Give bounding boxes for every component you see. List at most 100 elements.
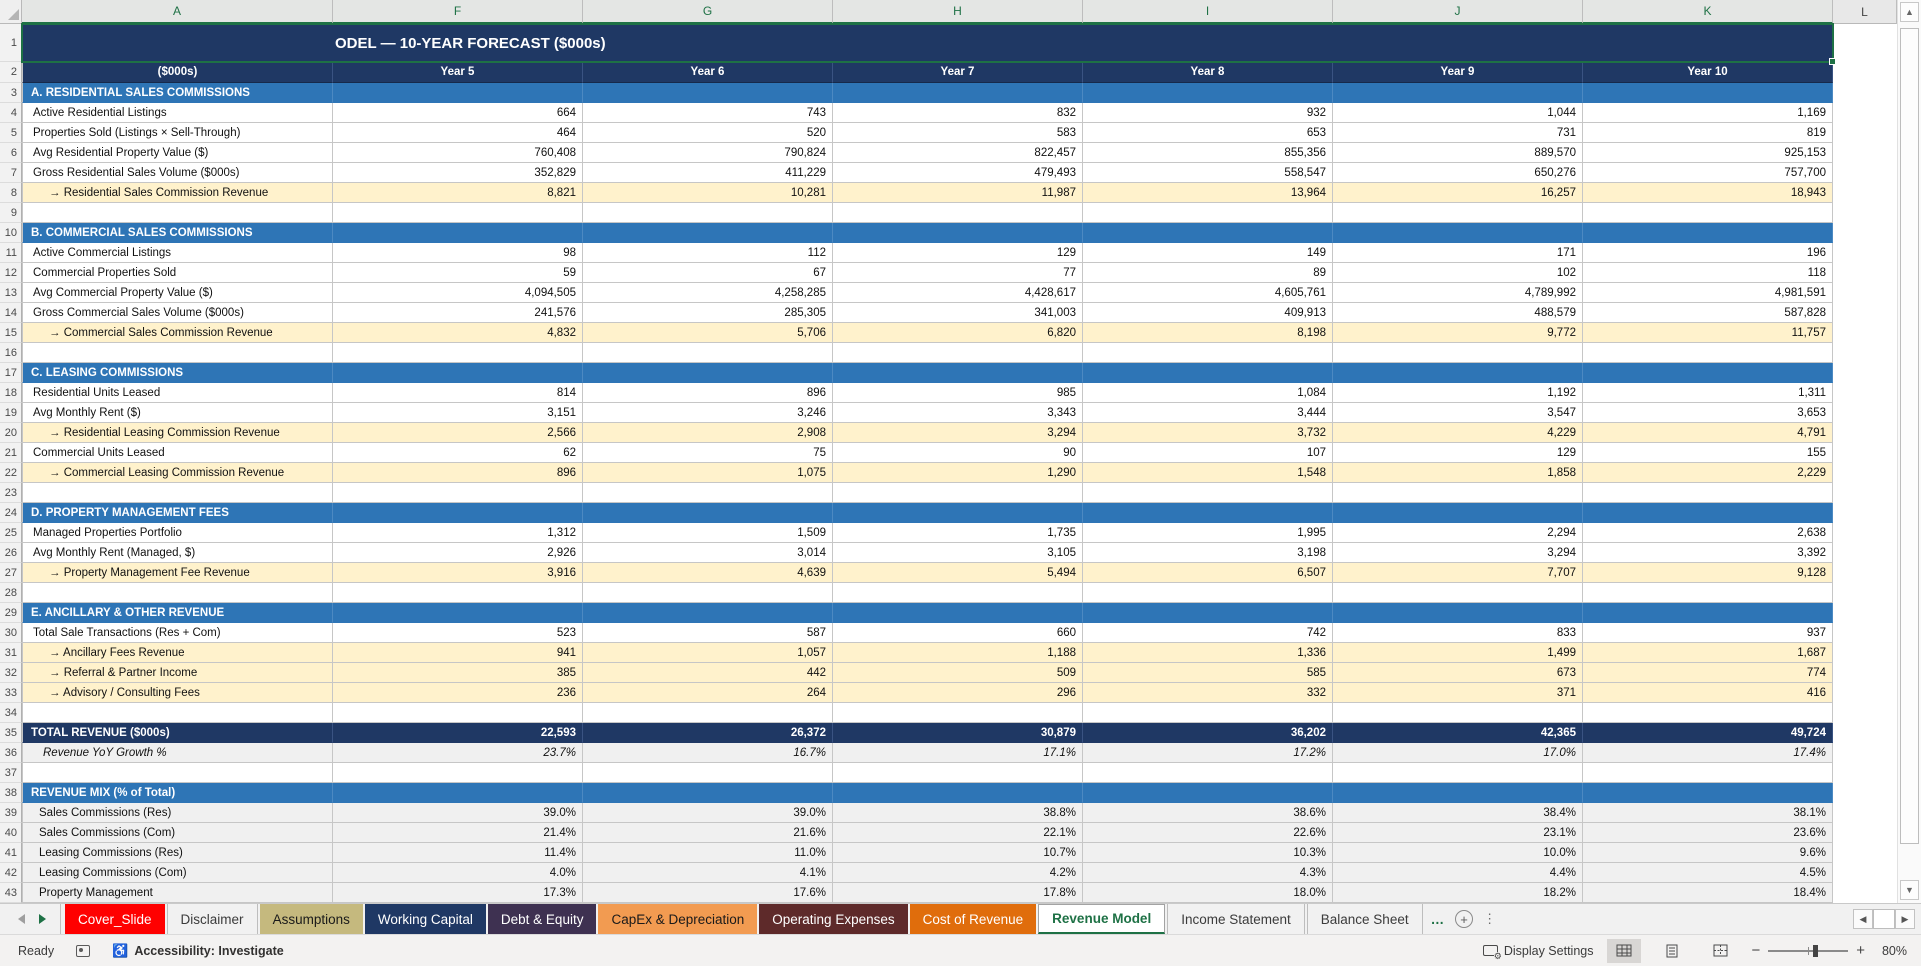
value-cell[interactable]: 1,057 xyxy=(583,643,833,663)
value-cell[interactable]: 11.4% xyxy=(333,843,583,863)
value-cell[interactable] xyxy=(1333,483,1583,503)
value-cell[interactable]: 941 xyxy=(333,643,583,663)
value-cell[interactable]: 1,075 xyxy=(583,463,833,483)
value-cell[interactable]: 2,908 xyxy=(583,423,833,443)
value-cell[interactable]: 112 xyxy=(583,243,833,263)
value-cell[interactable]: 4,791 xyxy=(1583,423,1833,443)
value-cell[interactable]: 814 xyxy=(333,383,583,403)
cell[interactable] xyxy=(1833,163,1897,183)
cell[interactable] xyxy=(1833,803,1897,823)
value-cell[interactable] xyxy=(583,503,833,523)
sheet-tab-debt-equity[interactable]: Debt & Equity xyxy=(487,904,597,934)
value-cell[interactable]: 9.6% xyxy=(1583,843,1833,863)
value-cell[interactable]: 520 xyxy=(583,123,833,143)
value-cell[interactable]: 985 xyxy=(833,383,1083,403)
value-cell[interactable]: 4,605,761 xyxy=(1083,283,1333,303)
row-label-cell[interactable]: → Residential Leasing Commission Revenue xyxy=(22,423,333,443)
value-cell[interactable]: 932 xyxy=(1083,103,1333,123)
value-cell[interactable] xyxy=(833,703,1083,723)
value-cell[interactable] xyxy=(333,203,583,223)
cell[interactable] xyxy=(1833,723,1897,743)
value-cell[interactable]: 17.2% xyxy=(1083,743,1333,763)
row-label-cell[interactable]: → Residential Sales Commission Revenue xyxy=(22,183,333,203)
row-header[interactable]: 33 xyxy=(0,683,22,703)
value-cell[interactable]: 4,094,505 xyxy=(333,283,583,303)
sheet-tab-revenue-model[interactable]: Revenue Model xyxy=(1038,904,1166,934)
value-cell[interactable] xyxy=(833,483,1083,503)
row-header[interactable]: 26 xyxy=(0,543,22,563)
value-cell[interactable]: 11,987 xyxy=(833,183,1083,203)
value-cell[interactable]: 3,916 xyxy=(333,563,583,583)
accessibility-status[interactable]: ♿ Accessibility: Investigate xyxy=(112,943,284,959)
cell[interactable] xyxy=(1833,143,1897,163)
value-cell[interactable]: 587,828 xyxy=(1583,303,1833,323)
row-header[interactable]: 23 xyxy=(0,483,22,503)
value-cell[interactable]: 925,153 xyxy=(1583,143,1833,163)
value-cell[interactable]: 1,499 xyxy=(1333,643,1583,663)
value-cell[interactable]: 464 xyxy=(333,123,583,143)
cell[interactable] xyxy=(1833,883,1897,903)
value-cell[interactable]: 1,687 xyxy=(1583,643,1833,663)
row-header[interactable]: 2 xyxy=(0,62,22,83)
row-header[interactable]: 15 xyxy=(0,323,22,343)
value-cell[interactable]: 1,509 xyxy=(583,523,833,543)
row-label-cell[interactable] xyxy=(22,763,333,783)
value-cell[interactable]: 17.8% xyxy=(833,883,1083,903)
value-cell[interactable]: 17.0% xyxy=(1333,743,1583,763)
normal-view-button[interactable] xyxy=(1607,938,1642,963)
row-label-cell[interactable]: Residential Units Leased xyxy=(22,383,333,403)
cell[interactable] xyxy=(1833,463,1897,483)
year-header-cell[interactable]: Year 8 xyxy=(1083,62,1333,83)
value-cell[interactable] xyxy=(833,83,1083,103)
value-cell[interactable]: 17.4% xyxy=(1583,743,1833,763)
row-label-cell[interactable]: Avg Commercial Property Value ($) xyxy=(22,283,333,303)
row-label-cell[interactable]: Sales Commissions (Res) xyxy=(22,803,333,823)
value-cell[interactable]: 18.2% xyxy=(1333,883,1583,903)
value-cell[interactable]: 1,336 xyxy=(1083,643,1333,663)
value-cell[interactable]: 22,593 xyxy=(333,723,583,743)
row-header[interactable]: 28 xyxy=(0,583,22,603)
value-cell[interactable] xyxy=(1583,83,1833,103)
cell[interactable] xyxy=(1833,103,1897,123)
row-header[interactable]: 31 xyxy=(0,643,22,663)
cell[interactable] xyxy=(1833,62,1897,83)
cell[interactable] xyxy=(1833,183,1897,203)
sheet-tab-operating-expenses[interactable]: Operating Expenses xyxy=(759,904,908,934)
value-cell[interactable]: 21.4% xyxy=(333,823,583,843)
value-cell[interactable]: 6,507 xyxy=(1083,563,1333,583)
value-cell[interactable] xyxy=(1583,363,1833,383)
value-cell[interactable]: 129 xyxy=(833,243,1083,263)
zoom-level[interactable]: 80% xyxy=(1881,943,1907,958)
value-cell[interactable]: 3,732 xyxy=(1083,423,1333,443)
value-cell[interactable]: 10,281 xyxy=(583,183,833,203)
value-cell[interactable]: 59 xyxy=(333,263,583,283)
value-cell[interactable]: 3,151 xyxy=(333,403,583,423)
value-cell[interactable]: 23.1% xyxy=(1333,823,1583,843)
cell[interactable] xyxy=(1833,323,1897,343)
row-label-cell[interactable]: TOTAL REVENUE ($000s) xyxy=(22,723,333,743)
value-cell[interactable]: 790,824 xyxy=(583,143,833,163)
cell[interactable] xyxy=(1833,523,1897,543)
value-cell[interactable]: 77 xyxy=(833,263,1083,283)
row-label-cell[interactable]: → Property Management Fee Revenue xyxy=(22,563,333,583)
cell[interactable] xyxy=(1833,663,1897,683)
value-cell[interactable]: 731 xyxy=(1333,123,1583,143)
row-label-cell[interactable]: Commercial Properties Sold xyxy=(22,263,333,283)
value-cell[interactable]: 9,128 xyxy=(1583,563,1833,583)
row-header[interactable]: 16 xyxy=(0,343,22,363)
value-cell[interactable]: 49,724 xyxy=(1583,723,1833,743)
row-label-cell[interactable]: E. ANCILLARY & OTHER REVENUE xyxy=(22,603,333,623)
value-cell[interactable]: 16.7% xyxy=(583,743,833,763)
row-header[interactable]: 25 xyxy=(0,523,22,543)
row-header[interactable]: 20 xyxy=(0,423,22,443)
row-header[interactable]: 37 xyxy=(0,763,22,783)
cell[interactable] xyxy=(1833,743,1897,763)
value-cell[interactable]: 38.8% xyxy=(833,803,1083,823)
value-cell[interactable]: 653 xyxy=(1083,123,1333,143)
value-cell[interactable]: 479,493 xyxy=(833,163,1083,183)
value-cell[interactable] xyxy=(583,203,833,223)
value-cell[interactable]: 102 xyxy=(1333,263,1583,283)
value-cell[interactable]: 18,943 xyxy=(1583,183,1833,203)
value-cell[interactable]: 488,579 xyxy=(1333,303,1583,323)
row-header[interactable]: 4 xyxy=(0,103,22,123)
